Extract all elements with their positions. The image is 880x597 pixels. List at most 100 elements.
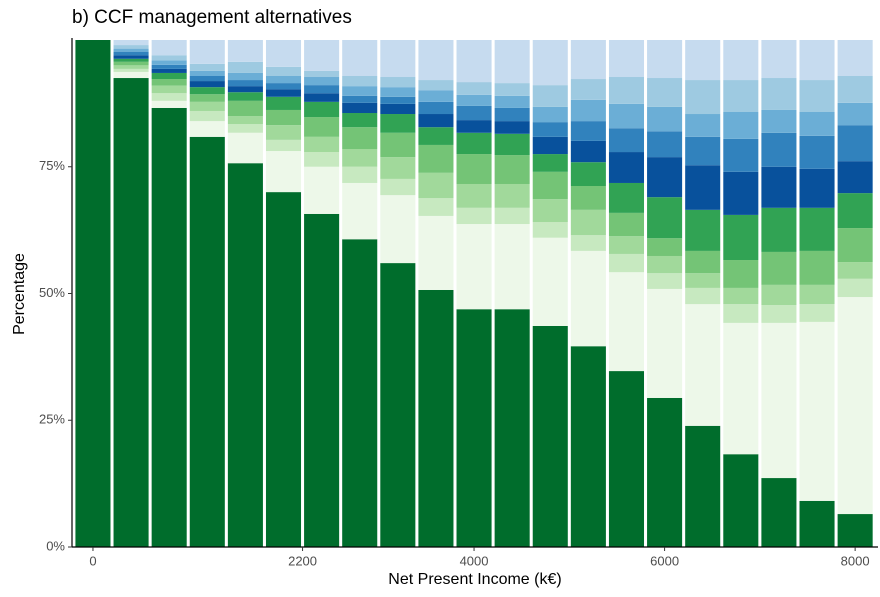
bar-segment	[723, 40, 759, 81]
bar-segment	[418, 90, 454, 102]
bar-segment	[608, 236, 645, 254]
bar-segment	[342, 86, 378, 96]
bar-segment	[380, 114, 416, 133]
bar-segment	[418, 114, 454, 128]
bar-segment	[761, 322, 797, 479]
bar-segment	[304, 166, 340, 214]
bar-segment	[456, 183, 492, 208]
bar-segment	[494, 107, 530, 122]
bar-segment	[265, 192, 302, 547]
bar-segment	[189, 136, 225, 547]
bar-segment	[342, 239, 378, 547]
bar-segment	[151, 40, 187, 56]
bar-segment	[494, 133, 530, 156]
bar-segment	[685, 136, 721, 166]
bar-segment	[647, 255, 683, 274]
bar-segment	[113, 71, 149, 79]
bar-segment	[608, 212, 645, 237]
bar-segment	[189, 121, 225, 137]
bar-segment	[608, 182, 645, 213]
bar-segment	[189, 87, 225, 95]
bar-segment	[799, 135, 835, 169]
bar-segment	[532, 40, 568, 86]
bar-segment	[761, 251, 797, 285]
bar-segment	[456, 94, 492, 106]
bar-segment	[494, 207, 530, 225]
bar-segment	[151, 93, 187, 101]
bar-segment	[799, 168, 835, 208]
bar-segment	[685, 425, 721, 547]
bar-segment	[456, 120, 492, 133]
bar-segment	[189, 110, 225, 122]
bar-segment	[227, 61, 263, 73]
x-tick-label: 2200	[288, 553, 317, 568]
bar-segment	[227, 163, 263, 548]
bar-segment	[570, 250, 606, 347]
bar-segment	[570, 79, 606, 100]
bar-segment	[227, 116, 263, 125]
bar-segment	[265, 96, 302, 110]
bar-segment	[647, 238, 683, 256]
bar-segment	[380, 87, 416, 97]
bar-segment	[113, 51, 149, 56]
x-tick-label: 8000	[841, 553, 870, 568]
bar-segment	[189, 81, 225, 88]
bar-segment	[456, 154, 492, 184]
bar-segment	[227, 72, 263, 81]
bar-segment	[799, 80, 835, 112]
bar-segment	[647, 157, 683, 198]
bar-segment	[570, 209, 606, 236]
bar-segment	[799, 321, 835, 501]
bar-segment	[494, 83, 530, 96]
bar-segment	[113, 45, 149, 49]
bar-segment	[570, 235, 606, 251]
bar-segment	[723, 171, 759, 215]
bar-segment	[570, 140, 606, 163]
bar-segment	[304, 136, 340, 153]
bar-segment	[342, 40, 378, 76]
bar-segment	[837, 228, 873, 263]
bar-segment	[151, 72, 187, 80]
bar-segment	[342, 75, 378, 87]
bar-segment	[151, 64, 187, 69]
bar-segment	[494, 95, 530, 108]
bar-segment	[189, 101, 225, 111]
bar-segment	[723, 322, 759, 455]
bar-segment	[837, 40, 873, 76]
bar-segment	[570, 121, 606, 141]
bar-segment	[342, 166, 378, 183]
bar-segment	[227, 80, 263, 87]
bar-segment	[608, 371, 645, 547]
bar-segment	[799, 304, 835, 322]
bar-segment	[113, 68, 149, 72]
bar-segment	[494, 309, 530, 547]
bar-segment	[265, 83, 302, 90]
bar-segment	[456, 309, 492, 547]
bar-segment	[380, 263, 416, 547]
bar-segment	[532, 136, 568, 155]
y-tick-label: 25%	[39, 412, 65, 427]
bar-segment	[151, 68, 187, 73]
bar-segment	[113, 40, 149, 46]
bar-segment	[685, 273, 721, 288]
bar-segment	[380, 178, 416, 196]
bar-segment	[761, 109, 797, 133]
bar-segment	[532, 154, 568, 172]
bar-segment	[494, 40, 530, 84]
bar-segment	[304, 101, 340, 118]
bar-segment	[151, 100, 187, 108]
bar-segment	[608, 40, 645, 78]
bar-segment	[227, 92, 263, 101]
bar-segment	[113, 48, 149, 52]
bar-segment	[608, 272, 645, 372]
bar-segment	[761, 40, 797, 79]
bar-segment	[418, 198, 454, 216]
bar-segment	[761, 166, 797, 208]
bar-segment	[418, 101, 454, 115]
bar-segment	[304, 40, 340, 71]
bar-segment	[837, 193, 873, 229]
bar-segment	[380, 132, 416, 158]
bar-segment	[113, 55, 149, 59]
bar-segment	[151, 107, 187, 548]
bar-segment	[837, 297, 873, 515]
